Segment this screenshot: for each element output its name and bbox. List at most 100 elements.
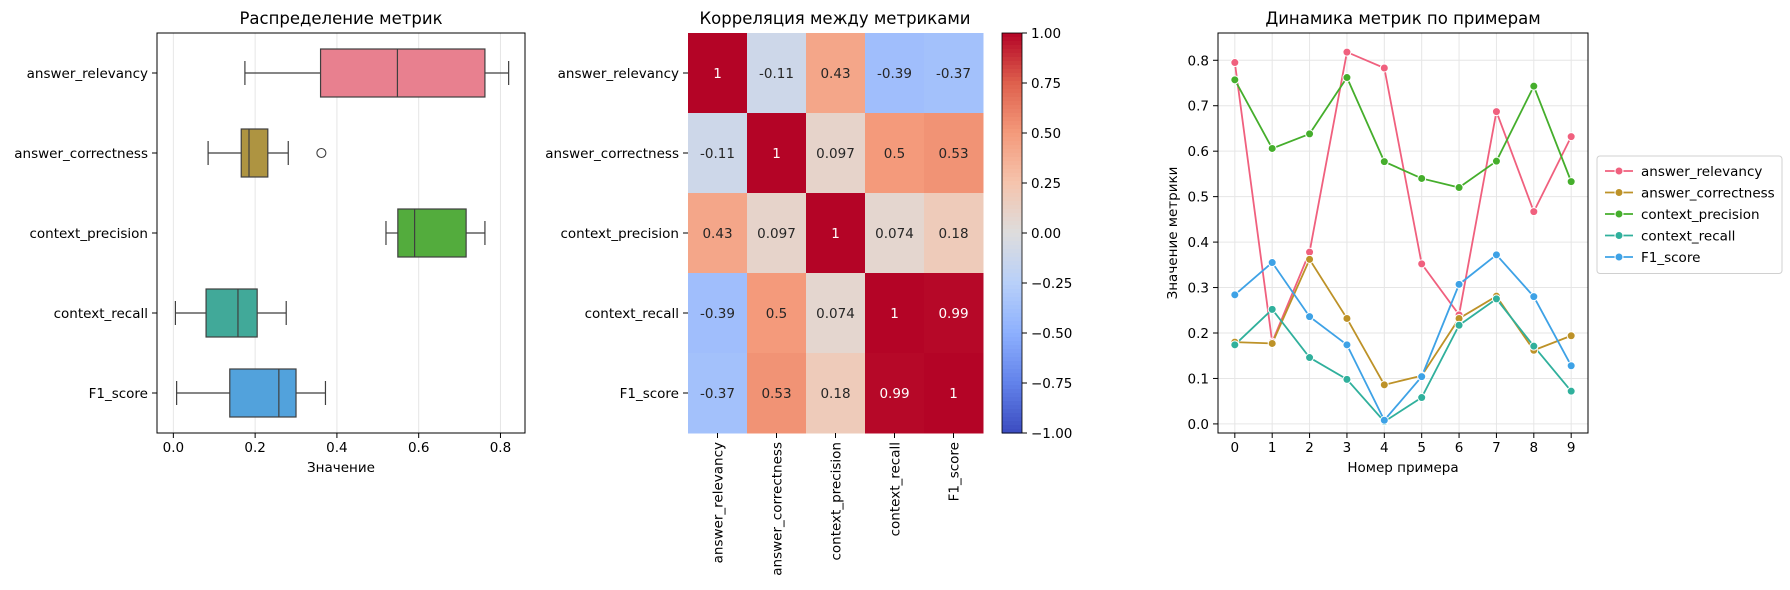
colorbar-segment [1002,341,1022,346]
heatmap-cell [688,193,748,274]
point-answer_correctness [1267,338,1277,348]
colorbar-segment [1002,53,1022,58]
heatmap-cell-label: 0.097 [757,226,796,242]
colorbar-segment [1002,117,1022,122]
heatmap-cell-label: 1 [890,306,899,322]
colorbar-segment [1002,213,1022,218]
legend-box [1596,155,1783,274]
colorbar-segment [1002,221,1022,226]
colorbar-segment [1002,149,1022,154]
linechart-legend: answer_relevancy answer_correctnesscontex… [1596,155,1783,274]
point-answer_relevancy [1566,132,1576,142]
colorbar-segment [1002,165,1022,170]
linechart-x-label: Номер примера [1347,460,1458,476]
box-F1_score [229,368,297,418]
colorbar-segment [1002,249,1022,254]
colorbar-segment [1002,353,1022,358]
linechart-y-tick-label: 0.7 [1188,99,1209,115]
colorbar-segment [1002,237,1022,242]
colorbar-segment [1002,253,1022,258]
boxplot-x-tick-label: 0.6 [408,440,429,456]
heatmap-cell-label: 0.097 [816,146,855,162]
colorbar-segment [1002,69,1022,74]
heatmap-cell [865,33,925,114]
colorbar-tick-label: −1.00 [1031,426,1072,442]
heatmap-cell-label: 0.074 [875,226,914,242]
heatmap-cell [688,353,748,434]
colorbar-tick-label: −0.50 [1031,326,1072,342]
heatmap-axes: answer_relevancy answer_relevancy answer_c… [545,66,962,576]
colorbar-tick-label: 0.00 [1031,226,1061,242]
heatmap-cell [747,33,807,114]
heatmap-cell-label: -0.37 [936,66,971,82]
linechart-y-tick-label: 0.2 [1188,326,1209,342]
point-context_recall [1230,340,1240,350]
box-outlier [316,147,327,159]
boxplot-y-tick-label: answer_relevancy [27,66,148,82]
heatmap-panel: Корреляция между метриками 1 -0.11 0.43 -0.… [545,9,1072,576]
point-F1_score [1491,250,1501,260]
heatmap-cell [688,273,748,354]
colorbar-segment [1002,73,1022,78]
legend-label: answer_relevancy [1641,164,1762,180]
point-context_precision [1230,75,1240,85]
colorbar-segment [1002,389,1022,394]
heatmap-title: Корреляция между метриками [699,9,970,28]
colorbar-segment [1002,61,1022,66]
linechart-x-tick-label: 5 [1417,440,1426,456]
point-answer_relevancy [1529,207,1539,217]
point-context_precision [1379,157,1389,167]
linechart-x-tick-label: 0 [1231,440,1240,456]
boxplot-x-tick-label: 0.8 [490,440,511,456]
heatmap-cell-label: -0.37 [700,386,735,402]
linechart-title: Динамика метрик по примерам [1265,9,1540,28]
colorbar-segment [1002,357,1022,362]
colorbar-segment [1002,193,1022,198]
boxplot-grid [172,33,501,433]
colorbar-segment [1002,369,1022,374]
colorbar-segment [1002,241,1022,246]
colorbar-segment [1002,325,1022,330]
colorbar-segment [1002,317,1022,322]
point-context_recall [1342,374,1352,384]
linechart-grid [1218,33,1588,433]
heatmap-cell-label: 1 [949,386,958,402]
point-answer_relevancy [1230,58,1240,68]
colorbar-segment [1002,217,1022,222]
colorbar-segment [1002,409,1022,414]
heatmap-cell [747,353,807,434]
colorbar-segment [1002,273,1022,278]
legend-label: context_precision [1641,207,1760,223]
point-answer_correctness [1566,331,1576,341]
heatmap-cell-label: 1 [713,66,722,82]
heatmap-cells: 1 -0.11 0.43 -0.39 -0.37 -0.11 1 0.097 0.5 0.53 0.… [688,33,984,434]
legend-marker [1614,166,1624,176]
linechart-y-tick-label: 0.5 [1188,190,1209,206]
colorbar-segment [1002,281,1022,286]
heatmap-cell [806,33,866,114]
boxplot-x-tick-label: 0.2 [244,440,265,456]
heatmap-cell-label: 0.53 [938,146,968,162]
colorbar-segment [1002,305,1022,310]
heatmap-cell-label: 0.99 [879,386,909,402]
linechart-y-label: Значение метрики [1165,167,1181,300]
heatmap-cell-label: 0.5 [766,306,787,322]
heatmap-cell [806,113,866,194]
heatmap-cell [747,193,807,274]
heatmap-cell-label: 1 [772,146,781,162]
colorbar-segment [1002,397,1022,402]
colorbar-segment [1002,141,1022,146]
legend-marker [1614,188,1624,197]
box-context_precision [397,208,467,258]
point-F1_score [1454,279,1464,289]
colorbar-segment [1002,153,1022,158]
colorbar-segment [1002,429,1022,434]
colorbar-segment [1002,177,1022,182]
colorbar-segment [1002,405,1022,410]
boxplot-y-tick-label: F1_score [89,386,148,402]
colorbar-segment [1002,145,1022,150]
heatmap-cell [924,33,984,114]
colorbar-segment [1002,121,1022,126]
colorbar-segment [1002,33,1022,38]
